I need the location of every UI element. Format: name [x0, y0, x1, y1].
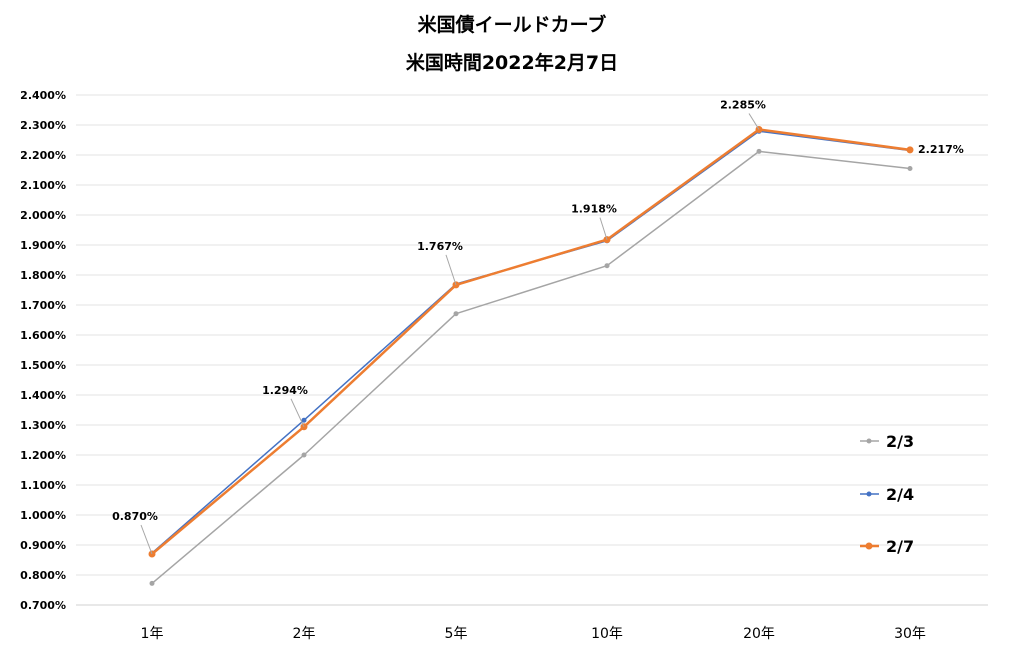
x-tick-label: 1年 [141, 626, 164, 642]
data-point [604, 263, 610, 269]
series-line-2-7 [151, 128, 911, 555]
y-tick-label: 0.900% [20, 539, 66, 552]
data-point [453, 311, 459, 317]
y-tick-label: 1.600% [20, 329, 66, 342]
y-tick-label: 0.700% [20, 599, 66, 612]
y-tick-label: 2.000% [20, 209, 66, 222]
data-point [906, 146, 914, 154]
series-line-2-4 [151, 130, 911, 554]
data-label: 1.918% [571, 203, 617, 216]
data-label: 2.285% [720, 99, 766, 112]
data-label: 1.294% [262, 384, 308, 397]
y-tick-label: 1.900% [20, 239, 66, 252]
data-label-leader [599, 217, 608, 240]
chart-subtitle: 米国時間2022年2月7日 [405, 52, 619, 74]
legend-label: 2/3 [886, 432, 914, 451]
legend-label: 2/4 [886, 485, 914, 504]
data-point [301, 417, 307, 423]
data-label: 0.870% [112, 510, 158, 523]
data-label-leader [290, 398, 305, 428]
y-tick-label: 2.100% [20, 179, 66, 192]
x-tick-label: 2年 [293, 626, 316, 642]
data-label: 1.767% [417, 240, 463, 253]
y-tick-label: 1.800% [20, 269, 66, 282]
series-line-2-3 [151, 150, 911, 584]
y-tick-label: 2.200% [20, 149, 66, 162]
legend-marker [866, 491, 872, 497]
y-tick-label: 0.800% [20, 569, 66, 582]
x-tick-label: 5年 [445, 626, 468, 642]
data-point [149, 580, 155, 586]
data-label: 2.217% [918, 143, 964, 156]
legend-marker [865, 542, 873, 550]
x-tick-label: 30年 [894, 626, 926, 642]
y-tick-label: 1.700% [20, 299, 66, 312]
y-tick-label: 1.300% [20, 419, 66, 432]
y-tick-label: 2.300% [20, 119, 66, 132]
data-label-leader [748, 113, 760, 130]
y-tick-label: 2.400% [20, 89, 66, 102]
y-tick-label: 1.400% [20, 389, 66, 402]
data-point [756, 148, 762, 154]
x-tick-label: 20年 [743, 626, 775, 642]
data-label-leader [445, 254, 457, 286]
x-tick-label: 10年 [591, 626, 623, 642]
chart-title: 米国債イールドカーブ [417, 14, 607, 36]
data-point [907, 166, 913, 171]
data-label-leader [140, 524, 153, 555]
y-tick-label: 1.100% [20, 479, 66, 492]
legend-marker [866, 438, 872, 444]
y-tick-label: 1.000% [20, 509, 66, 522]
y-tick-label: 1.200% [20, 449, 66, 462]
legend-label: 2/7 [886, 537, 914, 556]
data-point [301, 452, 307, 458]
y-tick-label: 1.500% [20, 359, 66, 372]
